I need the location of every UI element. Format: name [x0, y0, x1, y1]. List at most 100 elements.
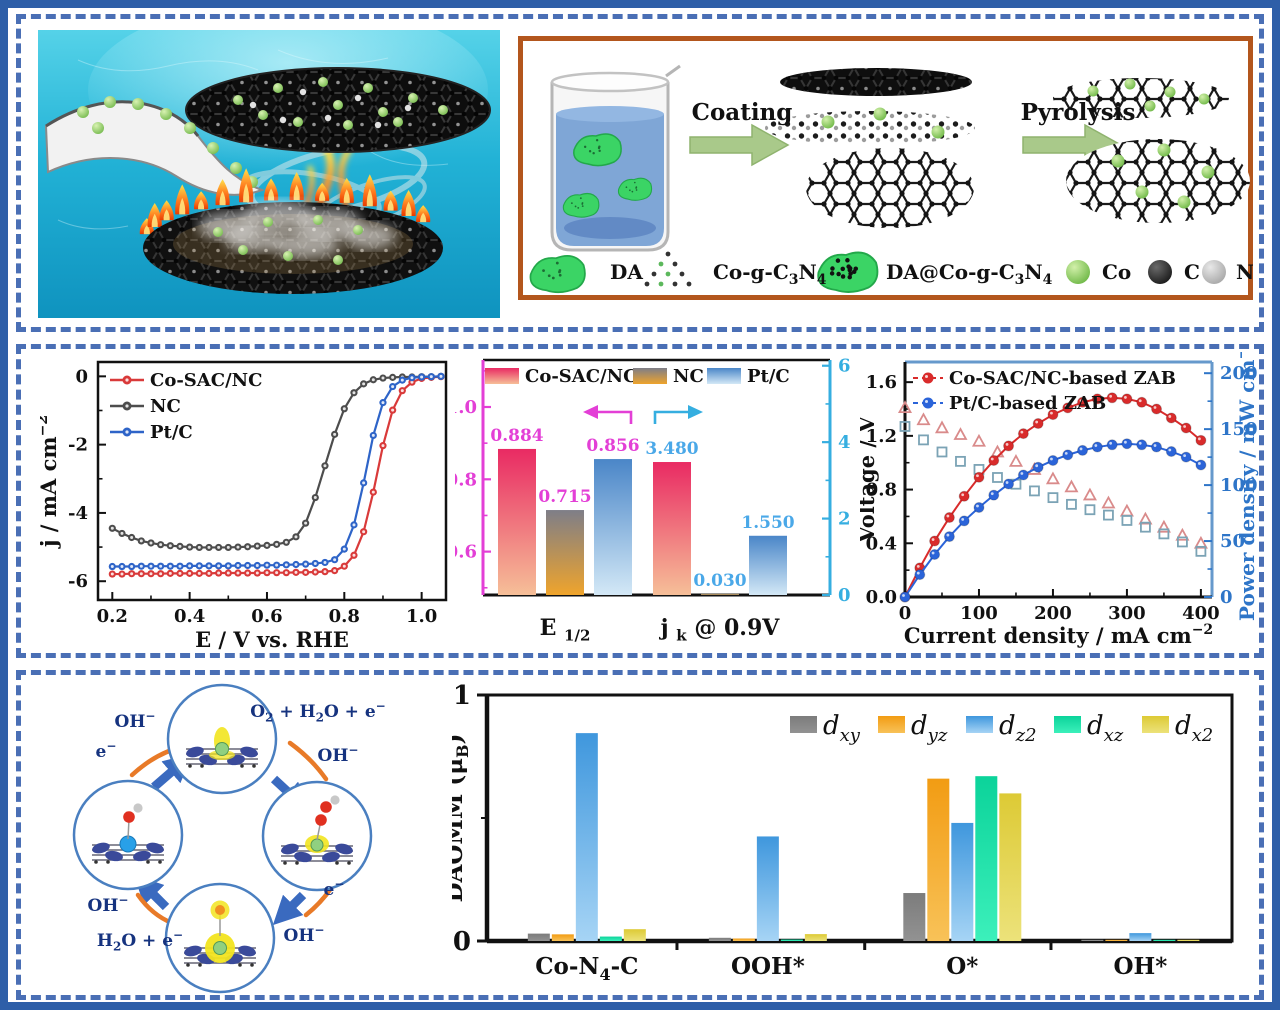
- daomm-bar-chart: 0 1 DAOMM (μB) Co-N4-C OOH* O* OH* dxy dyz dz2 dxz…: [452, 683, 1234, 984]
- svg-text:C: C: [1184, 260, 1200, 284]
- svg-text:j / mA cm−2: j / mA cm−2: [40, 415, 61, 549]
- svg-text:N: N: [1236, 260, 1253, 284]
- bar-group-0: [498, 448, 632, 595]
- daomm-bar: [599, 936, 622, 941]
- c-atom-icon: [1148, 260, 1172, 284]
- svg-text:0: 0: [75, 366, 88, 387]
- halfwave-kinetic-bar-chart: 0.6 0.8 1.0 0 2 4 6 E1/2 / V vs. RHE 0.884 0.715 0…: [455, 356, 850, 645]
- svg-text:Pt/C: Pt/C: [747, 366, 790, 387]
- bar-NC: [546, 510, 584, 595]
- svg-text:0: 0: [453, 927, 471, 957]
- svg-text:NC: NC: [150, 396, 181, 417]
- svg-text:O*: O*: [946, 953, 978, 980]
- daomm-bar: [780, 939, 803, 941]
- zab-series: [899, 438, 1207, 603]
- svg-text:0.8: 0.8: [455, 469, 477, 490]
- coated-stack: [765, 68, 975, 228]
- bar-NC: [701, 593, 739, 595]
- svg-text:100: 100: [1220, 475, 1258, 496]
- svg-text:DAOMM (μB): DAOMM (μB): [452, 734, 472, 903]
- daomm-bar: [1081, 939, 1104, 941]
- svg-text:NC: NC: [673, 366, 704, 387]
- svg-text:0.8: 0.8: [329, 606, 360, 627]
- svg-text:OH*: OH*: [1113, 953, 1167, 980]
- svg-text:E 1/2: E 1/2: [540, 615, 591, 645]
- pyrolyzed-product: [1053, 78, 1250, 223]
- svg-text:0.856: 0.856: [586, 436, 639, 456]
- coating-arrow: [689, 123, 790, 167]
- svg-text:100: 100: [960, 603, 998, 624]
- svg-text:1.550: 1.550: [741, 513, 794, 533]
- svg-text:Pyrolysis: Pyrolysis: [1021, 99, 1136, 126]
- svg-text:Voltage / V: Voltage / V: [860, 416, 879, 544]
- middle-section-frame: [16, 344, 1264, 658]
- orr-cycle-diagram: OH− e− O2 + H2O + e− OH− e− OH− OH− H2O + e−: [72, 683, 386, 994]
- svg-text:1: 1: [453, 683, 471, 711]
- ribbon-co-atoms: [77, 96, 258, 188]
- svg-text:E / V vs. RHE: E / V vs. RHE: [195, 627, 349, 650]
- daomm-bar: [708, 937, 731, 941]
- svg-text:dyz: dyz: [911, 711, 948, 746]
- svg-text:0.4: 0.4: [866, 533, 897, 554]
- svg-text:OH−: OH−: [318, 743, 359, 766]
- zab-performance-chart: 0 100 200 300 400 0.0 0.4 0.8 1.2 1.6 0 50 100 150 200…: [860, 352, 1259, 648]
- svg-text:dz2: dz2: [999, 711, 1037, 746]
- lsv-series-NC: [108, 372, 445, 552]
- smoke: [198, 200, 396, 258]
- daomm-bar: [999, 793, 1022, 941]
- svg-text:E1/2 / V vs. RHE: E1/2 / V vs. RHE: [455, 392, 458, 563]
- svg-text:1.6: 1.6: [866, 372, 897, 393]
- lsv-chart: 0.2 0.4 0.6 0.8 1.0 0 -2 -4 -6 E / V vs. RHE j / m…: [40, 360, 448, 650]
- svg-text:e−: e−: [324, 877, 345, 900]
- svg-text:dxz: dxz: [1087, 711, 1124, 746]
- svg-text:Co-g-C3N4: Co-g-C3N4: [713, 260, 827, 288]
- da-at-co-g-c3n4-flake-icon: [817, 251, 879, 293]
- svg-text:0.715: 0.715: [538, 487, 591, 507]
- svg-text:0: 0: [838, 585, 850, 606]
- svg-text:OOH*: OOH*: [731, 953, 805, 980]
- svg-text:Co: Co: [1102, 260, 1131, 284]
- svg-text:0.0: 0.0: [866, 587, 897, 608]
- top-sheet-co-atoms: [233, 77, 448, 130]
- svg-text:200: 200: [1034, 603, 1072, 624]
- svg-text:1.0: 1.0: [406, 606, 437, 627]
- svg-text:3.480: 3.480: [645, 439, 698, 459]
- svg-text:Co-SAC/NC-based ZAB: Co-SAC/NC-based ZAB: [949, 368, 1176, 389]
- site-bare: [186, 727, 258, 768]
- bottom-sheet-co-atoms: [213, 215, 363, 265]
- da-flake-icon: [529, 255, 586, 294]
- svg-text:200: 200: [1220, 363, 1258, 384]
- svg-text:0.2: 0.2: [97, 606, 128, 627]
- daomm-bar: [927, 778, 950, 941]
- water-caustics: [57, 49, 449, 230]
- svg-text:O2 + H2O + e−: O2 + H2O + e−: [250, 699, 385, 725]
- bar-Pt/C: [594, 459, 632, 595]
- svg-text:0.884: 0.884: [490, 426, 543, 446]
- svg-text:DA@Co-g-C3N4: DA@Co-g-C3N4: [886, 260, 1053, 288]
- n-atom-icon: [1202, 260, 1226, 284]
- svg-text:0: 0: [1220, 587, 1233, 608]
- toc-art-panel: [38, 30, 500, 318]
- svg-text:300: 300: [1108, 603, 1146, 624]
- daomm-bar: [975, 776, 998, 941]
- daomm-bar: [804, 934, 827, 941]
- svg-text:-6: -6: [68, 571, 88, 592]
- svg-text:Co-SAC/NC: Co-SAC/NC: [525, 366, 637, 387]
- svg-text:400: 400: [1182, 603, 1220, 624]
- daomm-bar: [551, 934, 574, 941]
- lsv-series-Pt/C: [108, 372, 445, 571]
- svg-text:0.030: 0.030: [693, 571, 746, 591]
- site-ooh: [281, 795, 353, 865]
- schematic-labels: Coating Pyrolysis DA Co-g-C3N4 DA@Co-g-C3N4 C…: [610, 99, 1253, 288]
- svg-text:0.8: 0.8: [866, 480, 897, 501]
- svg-text:OH−: OH−: [284, 923, 325, 946]
- svg-text:Current density / mA cm−2: Current density / mA cm−2: [904, 622, 1213, 648]
- svg-text:2: 2: [838, 509, 850, 530]
- daomm-bar: [623, 929, 646, 941]
- bar-Co-SAC/NC: [653, 462, 691, 595]
- co-g-c3n4-lattice-icon: [644, 251, 692, 287]
- svg-text:-4: -4: [68, 503, 88, 524]
- svg-text:DA: DA: [610, 260, 643, 284]
- svg-text:0: 0: [899, 603, 912, 624]
- svg-text:0.6: 0.6: [455, 542, 477, 563]
